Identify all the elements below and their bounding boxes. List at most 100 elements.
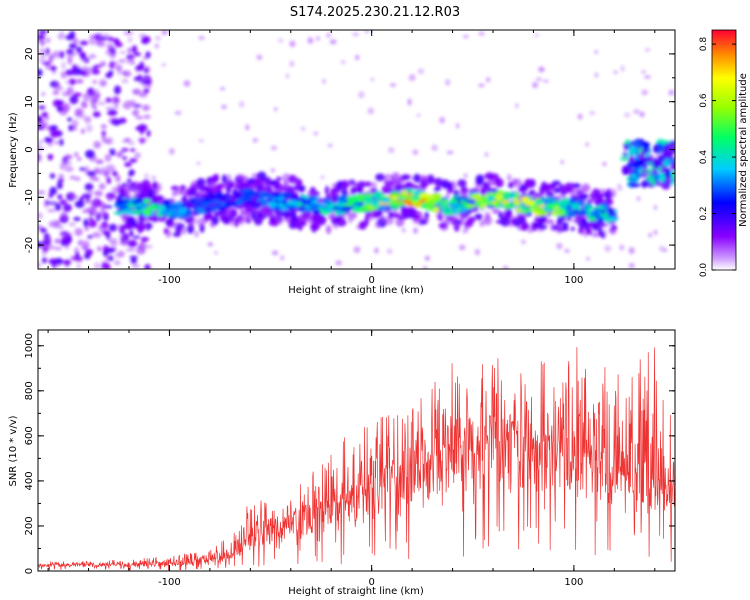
heatmap-cell: [532, 81, 539, 89]
heatmap-cell: [113, 260, 121, 266]
heatmap-cell: [135, 67, 141, 72]
y-tick-label: 600: [24, 426, 35, 445]
heatmap-cell: [585, 142, 590, 147]
heatmap-cell: [221, 174, 228, 184]
heatmap-cell: [235, 199, 243, 206]
heatmap-cell: [84, 116, 92, 124]
colorbar-tick-label: 0.6: [699, 93, 709, 108]
heatmap-cell: [279, 205, 289, 211]
heatmap-cell: [528, 189, 536, 196]
heatmap-cell: [484, 211, 491, 220]
heatmap-cell: [79, 167, 86, 171]
heatmap-cell: [276, 176, 282, 181]
heatmap-cell: [412, 149, 419, 155]
heatmap-cell: [85, 124, 93, 133]
heatmap-cell: [117, 188, 126, 194]
heatmap-cell: [390, 191, 400, 197]
heatmap-cell: [62, 103, 71, 112]
heatmap-cell: [270, 168, 276, 173]
heatmap-cell: [456, 123, 460, 129]
snr-series-line: [38, 347, 675, 571]
heatmap-cell: [668, 89, 675, 96]
heatmap-cell: [181, 226, 187, 235]
heatmap-cell: [202, 216, 209, 224]
heatmap-cell: [93, 105, 97, 111]
heatmap-cell: [106, 177, 112, 184]
heatmap-cell: [54, 203, 62, 211]
heatmap-cell: [636, 196, 641, 202]
heatmap-cell: [423, 266, 428, 269]
heatmap-cell: [620, 65, 625, 72]
heatmap-cell: [133, 52, 141, 57]
heatmap-cell: [58, 173, 64, 180]
heatmap-cell: [388, 199, 397, 205]
heatmap-cell: [46, 138, 54, 142]
heatmap-cell: [375, 173, 385, 182]
heatmap-cell: [278, 38, 284, 43]
y-tick-label: 0: [24, 568, 35, 574]
heatmap-cell: [534, 33, 539, 38]
heatmap-cell: [507, 174, 512, 182]
heatmap-cell: [123, 30, 134, 36]
heatmap-cell: [38, 105, 46, 110]
heatmap-cell: [59, 87, 64, 91]
heatmap-cell: [136, 206, 142, 211]
heatmap-cell: [103, 32, 110, 40]
heatmap-cell: [501, 200, 509, 204]
heatmap-cell: [665, 177, 672, 186]
snr-x-axis-label: Height of straight line (km): [288, 586, 424, 597]
heatmap-cell: [424, 195, 435, 200]
heatmap-cell: [139, 127, 145, 135]
heatmap-cell: [300, 126, 306, 132]
heatmap-cell: [154, 43, 160, 49]
heatmap-cell: [38, 68, 43, 77]
heatmap-cell: [131, 264, 140, 268]
heatmap-cell: [127, 101, 137, 107]
heatmap-cell: [42, 257, 47, 264]
heatmap-cell: [569, 189, 576, 199]
heatmap-cell: [59, 199, 67, 205]
heatmap-cell: [90, 200, 97, 204]
heatmap-cell: [130, 60, 136, 65]
heatmap-cell: [628, 157, 635, 163]
colorbar-tick-label: 0.2: [699, 206, 709, 220]
heatmap-cell: [77, 239, 85, 247]
heatmap-cell: [132, 235, 141, 239]
heatmap-cell: [559, 198, 569, 206]
heatmap-cell: [527, 225, 534, 234]
heatmap-cell: [226, 186, 232, 194]
heatmap-cell: [491, 177, 496, 186]
heatmap-cell: [619, 156, 630, 161]
heatmap-cell: [186, 187, 192, 194]
heatmap-cell: [409, 207, 417, 215]
heatmap-cell: [400, 208, 411, 217]
heatmap-cell: [251, 210, 256, 221]
x-tick-label: 0: [368, 275, 374, 286]
heatmap-cell: [484, 173, 494, 179]
heatmap-cell: [353, 204, 360, 210]
heatmap-cell: [648, 154, 654, 159]
heatmap-cell: [597, 195, 604, 203]
heatmap-cell: [471, 193, 482, 200]
heatmap-cell: [98, 183, 106, 190]
heatmap-cell: [611, 217, 617, 222]
heatmap-cell: [130, 258, 138, 264]
y-tick-label: 400: [24, 471, 35, 490]
heatmap-cell: [52, 50, 62, 59]
snr-frame: [37, 329, 676, 572]
heatmap-cell: [213, 211, 221, 218]
heatmap-cell: [133, 108, 140, 117]
heatmap-cell: [69, 95, 79, 105]
heatmap-cell: [408, 74, 416, 82]
heatmap-cell: [48, 220, 54, 228]
heatmap-cell: [282, 173, 292, 183]
heatmap-cell: [143, 244, 153, 249]
heatmap-cell: [120, 183, 127, 189]
heatmap-cell: [79, 40, 89, 46]
heatmap-cell: [588, 219, 595, 227]
heatmap-cell: [628, 247, 635, 255]
heatmap-cell: [244, 205, 254, 212]
heatmap-cell: [180, 184, 186, 191]
heatmap-cell: [591, 232, 601, 238]
heatmap-cell: [112, 96, 120, 103]
